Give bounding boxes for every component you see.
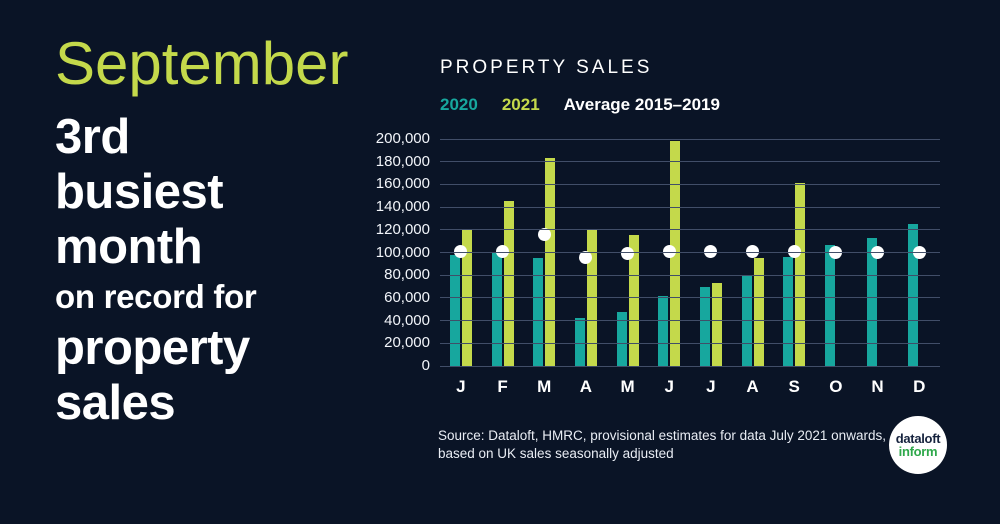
x-axis-label-11: N [871, 377, 884, 396]
logo-text-dataloft: dataloft [895, 431, 941, 446]
average-dot-J [704, 244, 718, 258]
x-axis-label-6: J [664, 377, 674, 396]
gridline [440, 342, 940, 344]
headline-line-3rd: 3rd [55, 110, 130, 164]
x-axis-label-2: F [497, 377, 508, 396]
gridline [440, 365, 940, 367]
bar-2021-J [461, 228, 472, 366]
y-axis-tick-label: 200,000 [375, 130, 430, 147]
headline-line-sales: sales [55, 376, 176, 430]
legend-2020: 2020 [440, 95, 478, 114]
x-axis-label-7: J [706, 377, 716, 396]
x-axis-label-1: J [456, 377, 466, 396]
bar-2021-J [711, 283, 722, 366]
month-group-2 [482, 139, 524, 366]
month-group-1 [440, 139, 482, 366]
month-group-7 [690, 139, 732, 366]
y-axis-tick-label: 20,000 [384, 334, 430, 352]
legend-average: Average 2015–2019 [563, 95, 720, 114]
source-note: Source: Dataloft, HMRC, provisional esti… [438, 428, 886, 461]
bar-2020-O [824, 244, 835, 366]
month-group-3 [523, 139, 565, 366]
gridline [440, 252, 940, 253]
gridline [440, 320, 940, 322]
y-axis-tick-label: 40,000 [384, 311, 430, 329]
logo-text-inform: inform [898, 444, 938, 459]
bar-2020-J [699, 286, 710, 366]
bar-2020-M [533, 258, 544, 366]
month-group-9 [773, 139, 815, 366]
average-dot-J [454, 244, 468, 258]
headline-line-month: month [55, 220, 203, 274]
headline-line-on-record: on record for [55, 278, 257, 315]
bar-2021-A [753, 258, 764, 366]
y-axis-tick-label: 160,000 [375, 175, 430, 193]
property-sales-chart: PROPERTY SALES 2020 2021 Average 2015–20… [370, 55, 970, 415]
x-axis-label-4: A [579, 377, 592, 396]
headline-line-busiest: busiest [55, 165, 224, 219]
gridline [440, 229, 940, 231]
gridline [440, 274, 940, 276]
legend-2021: 2021 [501, 95, 540, 114]
average-dot-S [787, 244, 801, 258]
gridline [440, 138, 940, 140]
x-axis-label-5: M [620, 377, 635, 396]
bar-2020-M [616, 311, 627, 366]
bar-2020-S [783, 257, 794, 366]
x-axis-label-12: D [913, 377, 926, 396]
bar-2020-N [866, 237, 877, 366]
bar-2020-D [908, 224, 919, 366]
average-dot-M [537, 227, 551, 241]
gridline [440, 206, 940, 208]
gridline [440, 297, 940, 299]
average-dot-J [662, 244, 676, 258]
plot-area [440, 138, 940, 367]
x-axis-label-8: A [746, 377, 759, 396]
headline-block: September 3rd busiest month on record fo… [55, 28, 385, 431]
gridline [440, 161, 940, 163]
bar-2021-M [628, 235, 639, 366]
y-axis-tick-label: 80,000 [384, 266, 430, 284]
y-axis-tick-label: 140,000 [375, 198, 430, 216]
month-group-6 [648, 139, 690, 366]
bar-2020-J [658, 295, 669, 366]
y-axis-tick-label: 180,000 [375, 152, 430, 170]
x-axis-label-3: M [537, 377, 552, 396]
bar-2021-M [545, 158, 556, 366]
headline-month: September [55, 30, 349, 97]
average-dot-M [621, 247, 635, 261]
bar-2020-A [574, 318, 585, 366]
dataloft-inform-logo: dataloft inform [889, 416, 947, 474]
average-dot-F [496, 244, 509, 258]
y-axis-tick-label: 100,000 [375, 243, 430, 261]
chart-legend: 2020 2021 Average 2015–2019 [440, 95, 720, 115]
y-axis-tick-label: 0 [421, 357, 430, 374]
x-axis-label-10: O [829, 377, 843, 396]
y-axis-tick-label: 60,000 [384, 288, 430, 306]
headline-line-property: property [55, 321, 250, 375]
average-dot-A [579, 250, 593, 264]
month-group-5 [607, 139, 649, 366]
bar-2020-F [491, 252, 502, 366]
y-axis-labels: 0 20,000 40,000 60,000 80,000 100,000 120,000 1… [370, 130, 430, 374]
bar-2021-F [503, 201, 514, 366]
gridline [440, 183, 940, 185]
bar-2020-J [449, 254, 460, 366]
average-dot-A [746, 244, 760, 258]
chart-title: PROPERTY SALES [440, 57, 653, 78]
bar-2021-S [795, 183, 806, 366]
x-axis-label-9: S [788, 377, 800, 396]
y-axis-tick-label: 120,000 [375, 220, 430, 238]
